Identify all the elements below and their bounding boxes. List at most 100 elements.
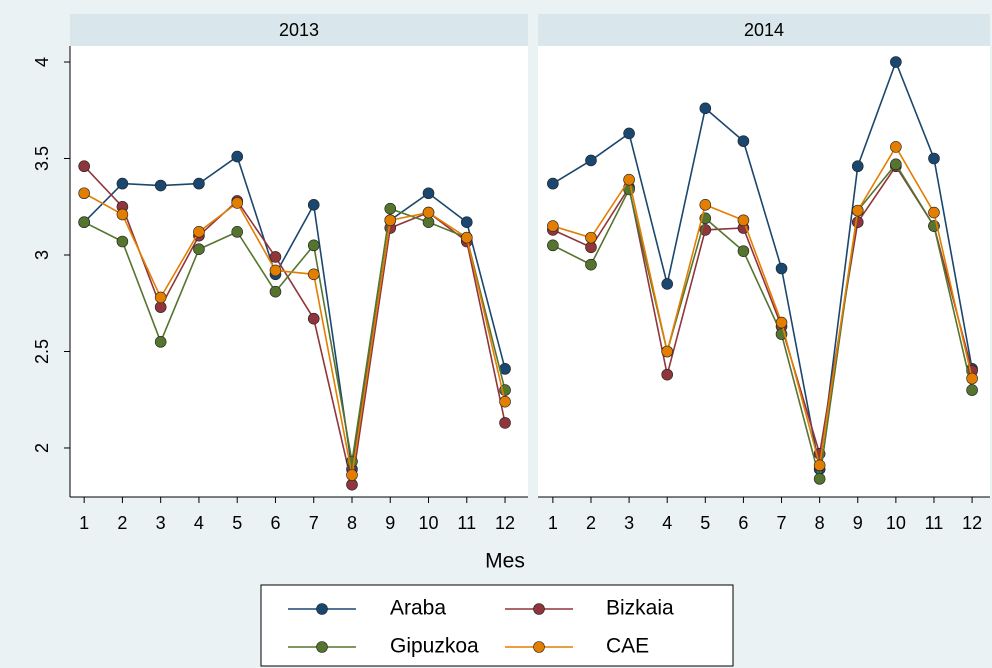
legend-box — [260, 584, 734, 667]
y-tick-label: 3.5 — [32, 146, 52, 171]
point — [928, 152, 940, 165]
point — [231, 150, 244, 163]
series-line — [552, 59, 973, 470]
legend-marker — [533, 603, 545, 615]
point — [966, 372, 978, 385]
x-tick-label: 7 — [309, 513, 319, 533]
point — [231, 226, 244, 238]
point — [661, 368, 673, 381]
point — [737, 214, 750, 227]
panel-header — [538, 14, 990, 46]
x-tick-label: 2 — [117, 513, 127, 533]
panel-title: 2013 — [279, 20, 319, 40]
point — [116, 235, 129, 248]
point — [813, 473, 826, 485]
point — [547, 177, 559, 190]
point — [307, 268, 320, 281]
point — [851, 160, 864, 173]
point — [966, 384, 978, 396]
point — [775, 316, 788, 329]
point — [813, 459, 826, 472]
point — [737, 245, 750, 257]
point — [547, 220, 559, 232]
point — [78, 216, 90, 228]
point — [116, 208, 129, 221]
point — [851, 216, 864, 228]
x-tick-label: 1 — [548, 513, 558, 533]
x-tick-label: 2 — [586, 513, 596, 533]
x-tick-label: 12 — [962, 513, 982, 533]
panel-title: 2014 — [744, 20, 784, 40]
point — [384, 214, 397, 227]
point — [547, 239, 559, 252]
legend-label: CAE — [606, 635, 649, 658]
x-tick-label: 5 — [700, 513, 710, 533]
legend-marker — [533, 641, 545, 653]
point — [269, 251, 282, 263]
plot-area — [538, 46, 990, 497]
x-tick-label: 5 — [232, 513, 242, 533]
point — [346, 469, 358, 481]
point — [851, 204, 864, 217]
point — [193, 243, 205, 256]
legend-marker — [316, 603, 328, 615]
x-tick-label: 4 — [194, 513, 204, 533]
point — [154, 336, 167, 348]
point — [623, 173, 635, 186]
y-tick-label: 2.5 — [32, 339, 52, 364]
y-tick-label: 4 — [32, 57, 52, 67]
point — [460, 216, 473, 228]
point — [499, 395, 511, 408]
x-tick-label: 4 — [662, 513, 672, 533]
plot-area — [70, 46, 528, 497]
x-tick-label: 3 — [156, 513, 166, 533]
point — [585, 258, 597, 271]
panel-header — [70, 14, 528, 46]
x-tick-label: 11 — [457, 513, 476, 533]
point — [890, 56, 902, 68]
point — [737, 135, 750, 147]
x-tick-label: 9 — [385, 513, 395, 533]
point — [78, 187, 90, 200]
x-tick-label: 8 — [347, 513, 357, 533]
point — [890, 158, 902, 171]
point — [193, 226, 205, 238]
point — [661, 345, 673, 358]
x-tick-label: 10 — [419, 513, 439, 533]
point — [928, 206, 940, 219]
legend-marker — [316, 641, 328, 653]
point — [154, 179, 167, 192]
point — [422, 187, 435, 200]
y-tick-label: 2 — [32, 443, 52, 453]
x-tick-label: 7 — [777, 513, 787, 533]
point — [422, 206, 435, 219]
series-line — [552, 162, 973, 480]
point — [78, 160, 90, 173]
point — [623, 127, 635, 140]
x-tick-label: 11 — [925, 513, 944, 533]
x-tick-label: 8 — [815, 513, 825, 533]
x-axis-title: Mes — [485, 550, 525, 573]
legend-label: Bizkaia — [606, 597, 674, 620]
point — [116, 177, 129, 190]
point — [699, 102, 712, 115]
x-tick-label: 6 — [738, 513, 748, 533]
point — [499, 417, 511, 429]
point — [585, 231, 597, 244]
point — [193, 177, 205, 190]
x-tick-label: 10 — [886, 513, 906, 533]
point — [269, 285, 282, 298]
point — [269, 264, 282, 277]
point — [890, 141, 902, 153]
point — [384, 202, 397, 215]
x-tick-label: 9 — [853, 513, 863, 533]
point — [661, 278, 673, 290]
x-tick-label: 1 — [79, 513, 89, 533]
series-line — [83, 155, 506, 470]
point — [775, 262, 788, 275]
series-line — [552, 164, 973, 455]
legend-label: Araba — [390, 597, 446, 620]
legend-label: Gipuzkoa — [390, 635, 479, 658]
x-tick-label: 12 — [495, 513, 515, 533]
